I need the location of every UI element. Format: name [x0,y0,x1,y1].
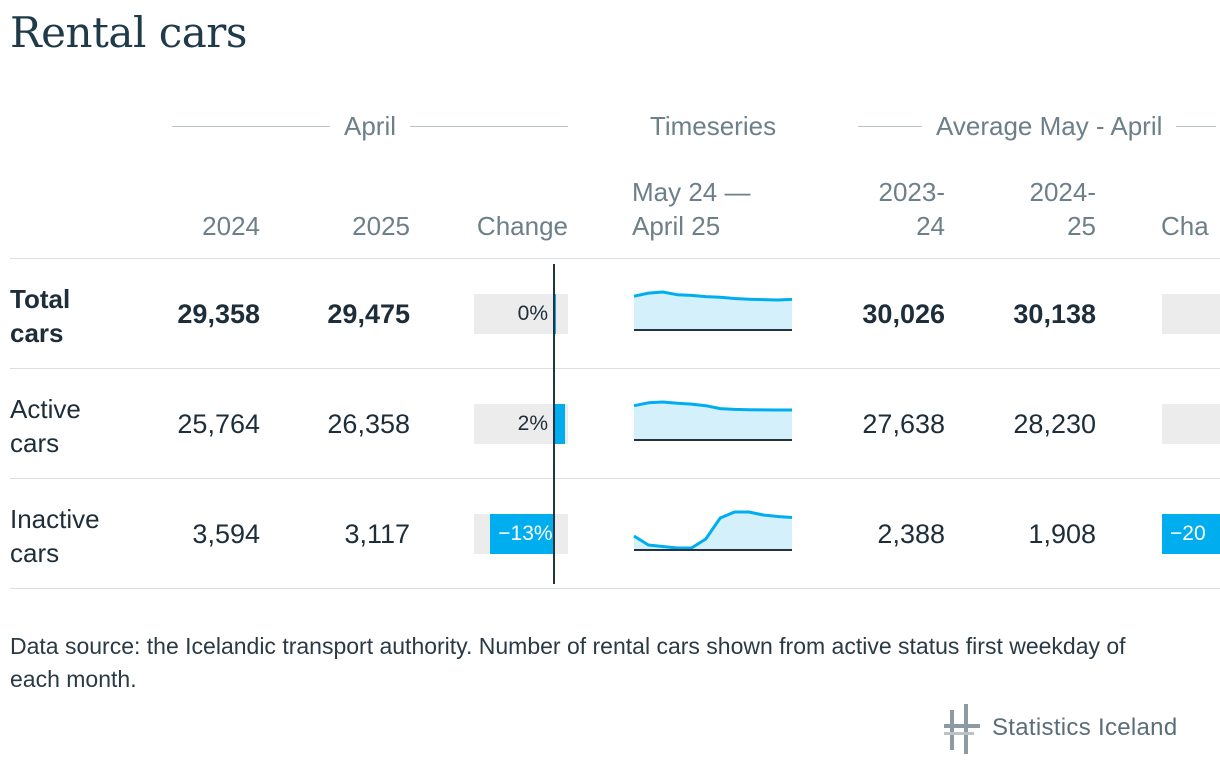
value-2025: 26,358 [327,409,410,439]
value-avg-2024-25: 1,908 [1028,519,1096,549]
col-header-avg-2023-24: 2023- 24 [805,175,946,243]
statistics-iceland-logo: Statistics Iceland [944,702,1177,754]
sparkline-line [633,510,793,550]
col-header-change2: Cha [1161,211,1209,241]
value-avg-2024-25: 30,138 [1013,299,1096,329]
statistics-iceland-logo-icon [944,704,980,754]
change-zero-axis [553,264,555,584]
change-bar-label: 0% [517,302,548,325]
row-label-active: Active cars [10,392,81,460]
row-divider [10,588,1220,589]
change-bar-avg: 0 [1162,294,1220,334]
change-bar-fill [554,404,566,444]
value-avg-2023-24: 27,638 [862,409,945,439]
value-2024: 25,764 [177,409,260,439]
col-header-avg2-line2: 25 [1067,211,1096,241]
sparkline-line [633,400,792,412]
change-bar-avg: 2 [1162,404,1220,444]
col-header-avg-2024-25: 2024- 25 [956,175,1097,243]
change-bar-label: 2% [517,412,548,435]
col-header-avg1-line1: 2023- [878,177,946,207]
row-label-line1: Total [10,284,71,314]
change-bar-label: −20 [1170,522,1206,545]
group-header-average: Average May - April [858,108,1220,144]
col-header-avg2-line1: 2024- [1029,177,1097,207]
value-2024: 3,594 [192,519,260,549]
col-header-ts-line1: May 24 — [632,177,751,207]
chart-title: Rental cars [10,8,247,57]
row-label-total: Total cars [10,282,70,350]
change-bar: 0% [474,294,568,334]
sparkline-area [634,292,792,330]
logo-text: Statistics Iceland [992,714,1178,741]
footer-note: Data source: the Icelandic transport aut… [10,633,1126,692]
row-label-line2: cars [10,538,60,568]
group-label-average: Average May - April [936,110,1163,141]
group-header-april: April [172,108,569,144]
change-bar-fill [490,514,554,554]
row-label-line2: cars [10,428,60,458]
value-avg-2023-24: 30,026 [862,299,945,329]
row-divider [10,478,1220,479]
sparkline-area [634,402,792,440]
change-bar-fill [1162,514,1220,554]
change-bar: −13% [474,514,568,554]
col-header-timeseries: May 24 — April 25 [632,175,751,243]
sparkline-total [633,290,793,331]
col-header-avg1-line2: 24 [916,211,945,241]
group-header-timeseries: Timeseries [630,108,796,144]
row-label-inactive: Inactive cars [10,502,100,570]
sparkline-inactive [633,510,793,551]
row-label-line2: cars [10,318,64,348]
value-2025: 29,475 [327,299,410,329]
sparkline-line [633,290,793,302]
change-bar: 2% [474,404,568,444]
group-label-april: April [344,110,397,141]
row-divider [10,368,1220,369]
value-2025: 3,117 [344,519,410,549]
value-2024: 29,358 [177,299,260,329]
col-header-change: Change [476,211,568,241]
value-avg-2023-24: 2,388 [877,519,945,549]
col-header-2024: 2024 [202,211,260,241]
change-bar-label: −13% [498,522,553,545]
row-label-line1: Inactive [10,504,100,534]
row-label-line1: Active [10,394,81,424]
header-divider [10,258,1220,259]
sparkline-active [633,400,792,441]
col-header-ts-line2: April 25 [632,211,721,241]
change-bar-avg: −20 [1162,514,1220,554]
group-label-timeseries: Timeseries [649,110,777,141]
col-header-2025: 2025 [352,211,410,241]
value-avg-2024-25: 28,230 [1013,409,1096,439]
